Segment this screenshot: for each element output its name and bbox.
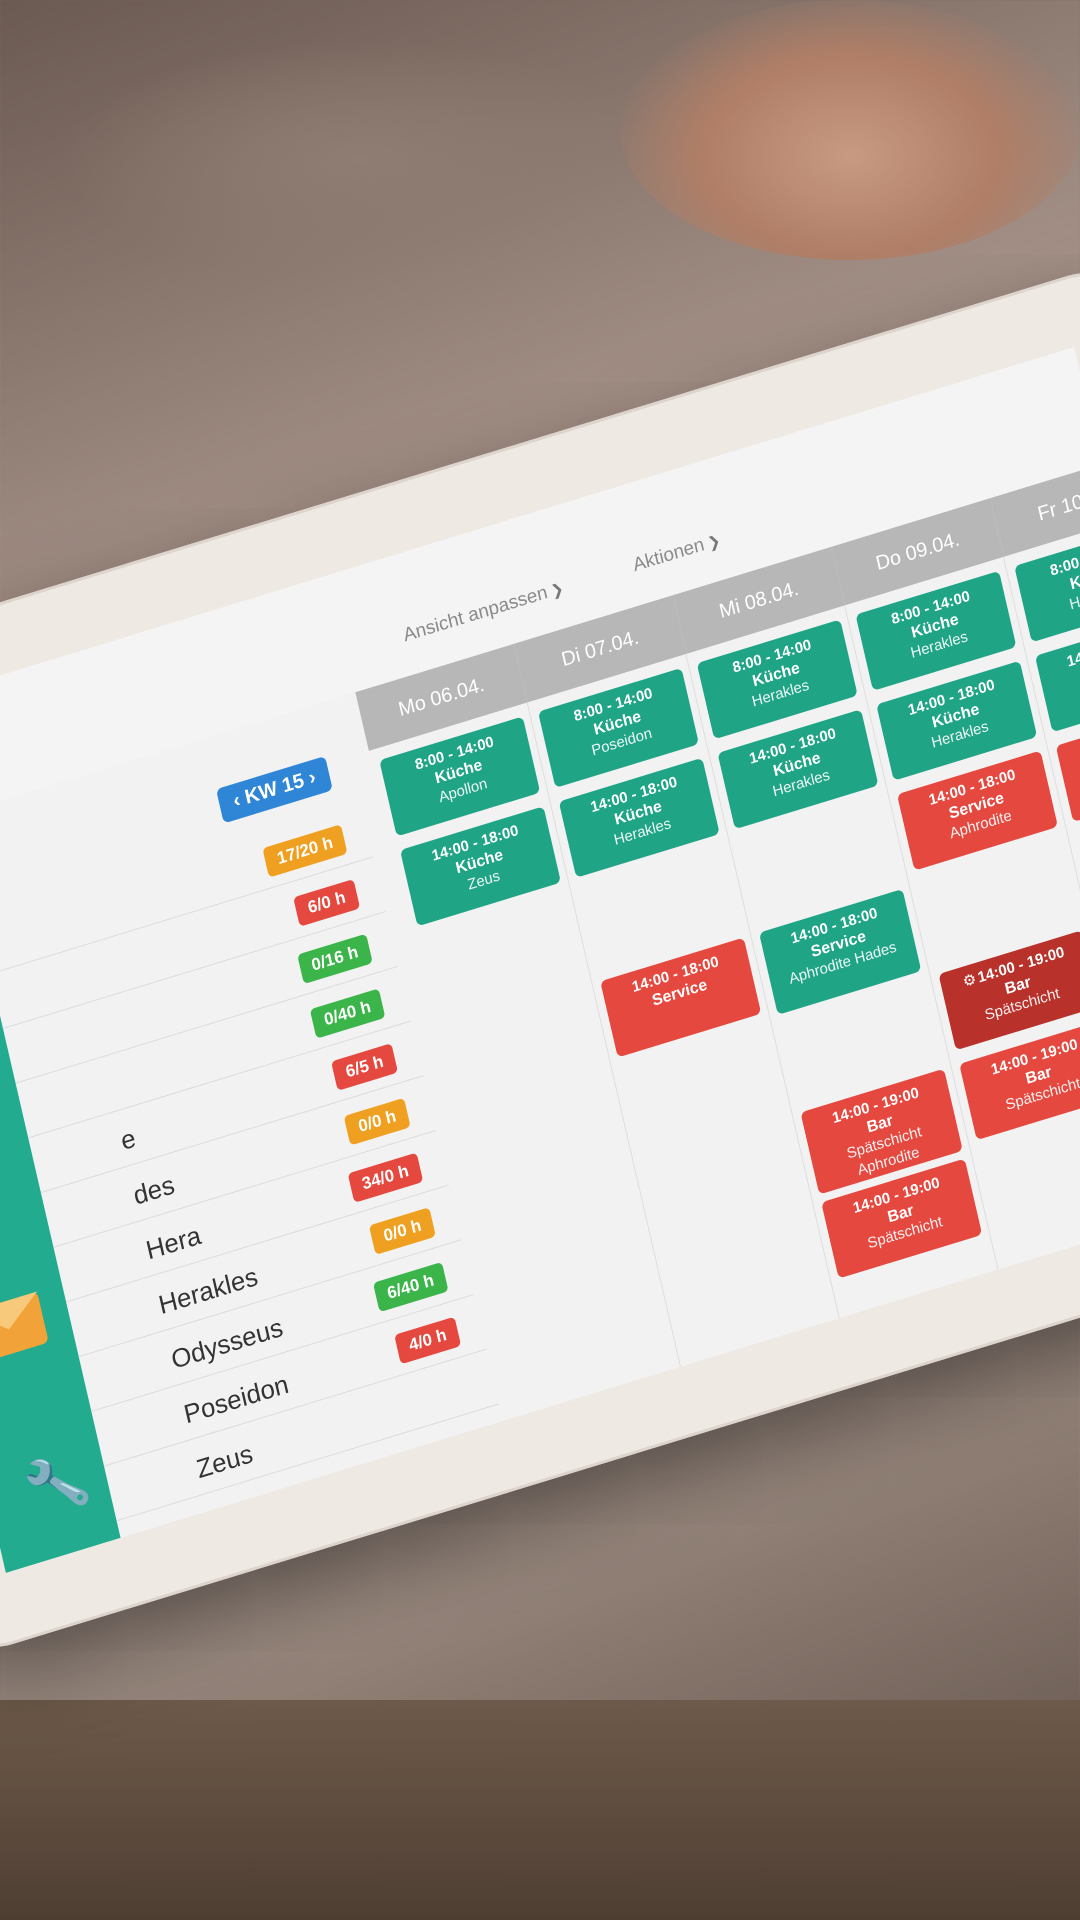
wrench-icon[interactable]: 🔧 [19, 1445, 96, 1523]
hours-badge: 6/40 h [372, 1261, 449, 1313]
background-hand [620, 0, 1080, 260]
tablet-device: 🔧 Ansicht anpassen❯ Aktionen❯ ‹ KW 15 › … [0, 258, 1080, 1662]
week-label: KW 15 [242, 769, 307, 809]
hours-badge: 17/20 h [262, 824, 348, 878]
hours-badge: 6/0 h [293, 879, 361, 927]
hours-badge: 0/0 h [369, 1207, 436, 1255]
chevron-right-icon[interactable]: › [306, 765, 318, 790]
chevron-down-icon: ❯ [549, 580, 566, 601]
actions-menu[interactable]: Aktionen❯ [631, 529, 723, 577]
background-blur [60, 40, 660, 280]
employee-name: Hera [143, 1219, 204, 1266]
week-selector[interactable]: ‹ KW 15 › [216, 755, 333, 824]
chevron-left-icon[interactable]: ‹ [231, 788, 243, 813]
gear-icon[interactable]: ⚙ [961, 969, 978, 992]
shift-card[interactable]: 14:00 - 18:00 Service [600, 937, 762, 1058]
hours-badge: 34/0 h [347, 1152, 424, 1203]
hours-badge: 0/40 h [309, 988, 386, 1039]
shift-card[interactable]: 14:00 - 18:00 Service Aphrodite Hades [758, 888, 922, 1015]
hours-badge: 0/16 h [296, 933, 373, 985]
employee-name: e [117, 1122, 139, 1157]
hours-badge: 6/5 h [331, 1043, 399, 1091]
app-screen: 🔧 Ansicht anpassen❯ Aktionen❯ ‹ KW 15 › … [0, 347, 1080, 1573]
employee-name: Zeus [193, 1438, 256, 1485]
hours-badge: 4/0 h [394, 1316, 462, 1365]
chevron-down-icon: ❯ [706, 532, 723, 553]
employee-name: des [130, 1169, 178, 1211]
background-table [0, 1700, 1080, 1920]
hours-badge: 0/0 h [343, 1097, 411, 1146]
mail-icon[interactable] [0, 1291, 49, 1364]
view-menu-label: Ansicht anpassen [401, 582, 550, 647]
actions-menu-label: Aktionen [630, 534, 707, 577]
